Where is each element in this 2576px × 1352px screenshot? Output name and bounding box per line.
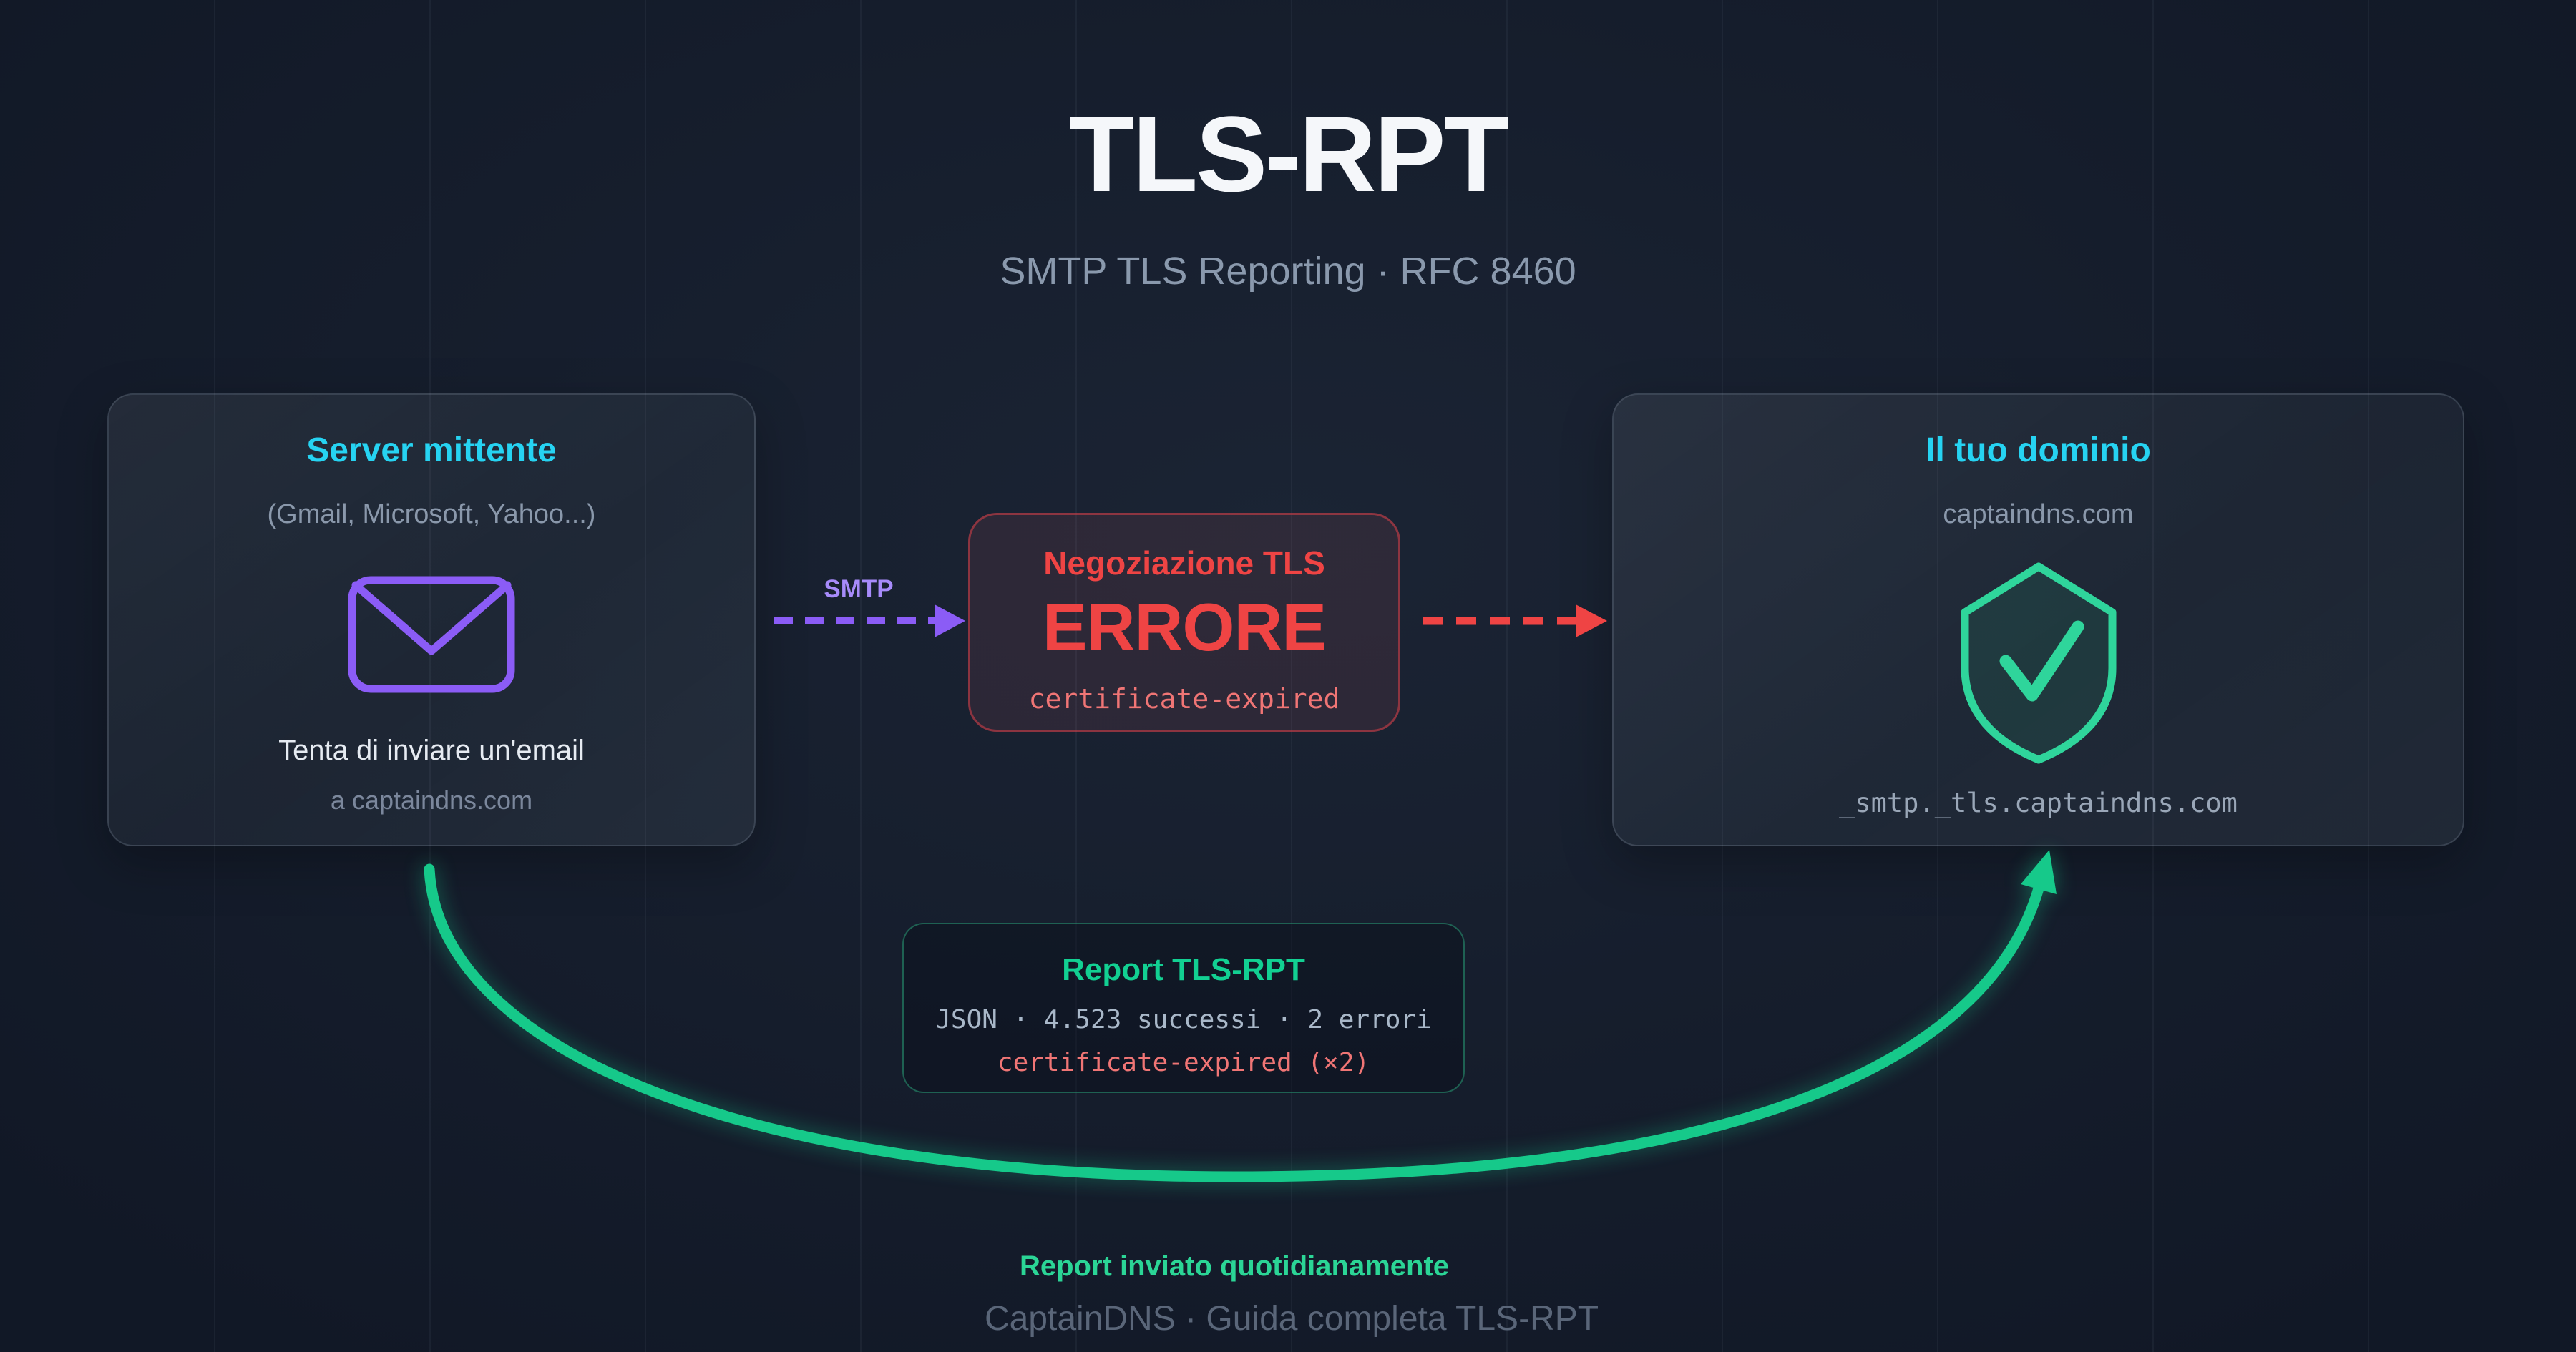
- footer-credit: CaptainDNS · Guida completa TLS-RPT: [984, 1300, 1599, 1338]
- report-box-title: Report TLS-RPT: [1062, 952, 1305, 987]
- smtp-arrow-label: SMTP: [824, 575, 894, 603]
- report-box-error-detail: certificate-expired (×2): [997, 1048, 1370, 1077]
- page-subtitle: SMTP TLS Reporting · RFC 8460: [1000, 250, 1576, 293]
- sender-card: Server mittente (Gmail, Microsoft, Yahoo…: [107, 393, 756, 846]
- error-box: Negoziazione TLS ERRORE certificate-expi…: [968, 513, 1400, 732]
- error-box-title: Negoziazione TLS: [1043, 544, 1325, 582]
- domain-card-title: Il tuo dominio: [1926, 431, 2151, 469]
- domain-card-dns-record: _smtp._tls.captaindns.com: [1839, 788, 2238, 818]
- error-box-status: ERRORE: [1042, 589, 1327, 665]
- report-box-summary: JSON · 4.523 successi · 2 errori: [935, 1005, 1432, 1034]
- page-title: TLS-RPT: [1068, 94, 1509, 214]
- smtp-arrow: [774, 604, 965, 637]
- domain-card: Il tuo dominio captaindns.com _smtp._tls…: [1612, 393, 2464, 846]
- sender-card-title: Server mittente: [306, 431, 557, 469]
- report-box: Report TLS-RPT JSON · 4.523 successi · 2…: [902, 923, 1465, 1093]
- error-arrow: [1423, 604, 1607, 637]
- report-caption: Report inviato quotidianamente: [1019, 1250, 1450, 1282]
- domain-card-subtitle: captaindns.com: [1943, 499, 2134, 529]
- sender-card-subtitle: (Gmail, Microsoft, Yahoo...): [267, 499, 596, 529]
- sender-card-target: a captaindns.com: [330, 785, 533, 815]
- error-box-code: certificate-expired: [1028, 683, 1340, 715]
- sender-card-action: Tenta di inviare un'email: [278, 735, 585, 766]
- envelope-icon: [346, 574, 517, 699]
- shield-check-icon: [1953, 561, 2124, 768]
